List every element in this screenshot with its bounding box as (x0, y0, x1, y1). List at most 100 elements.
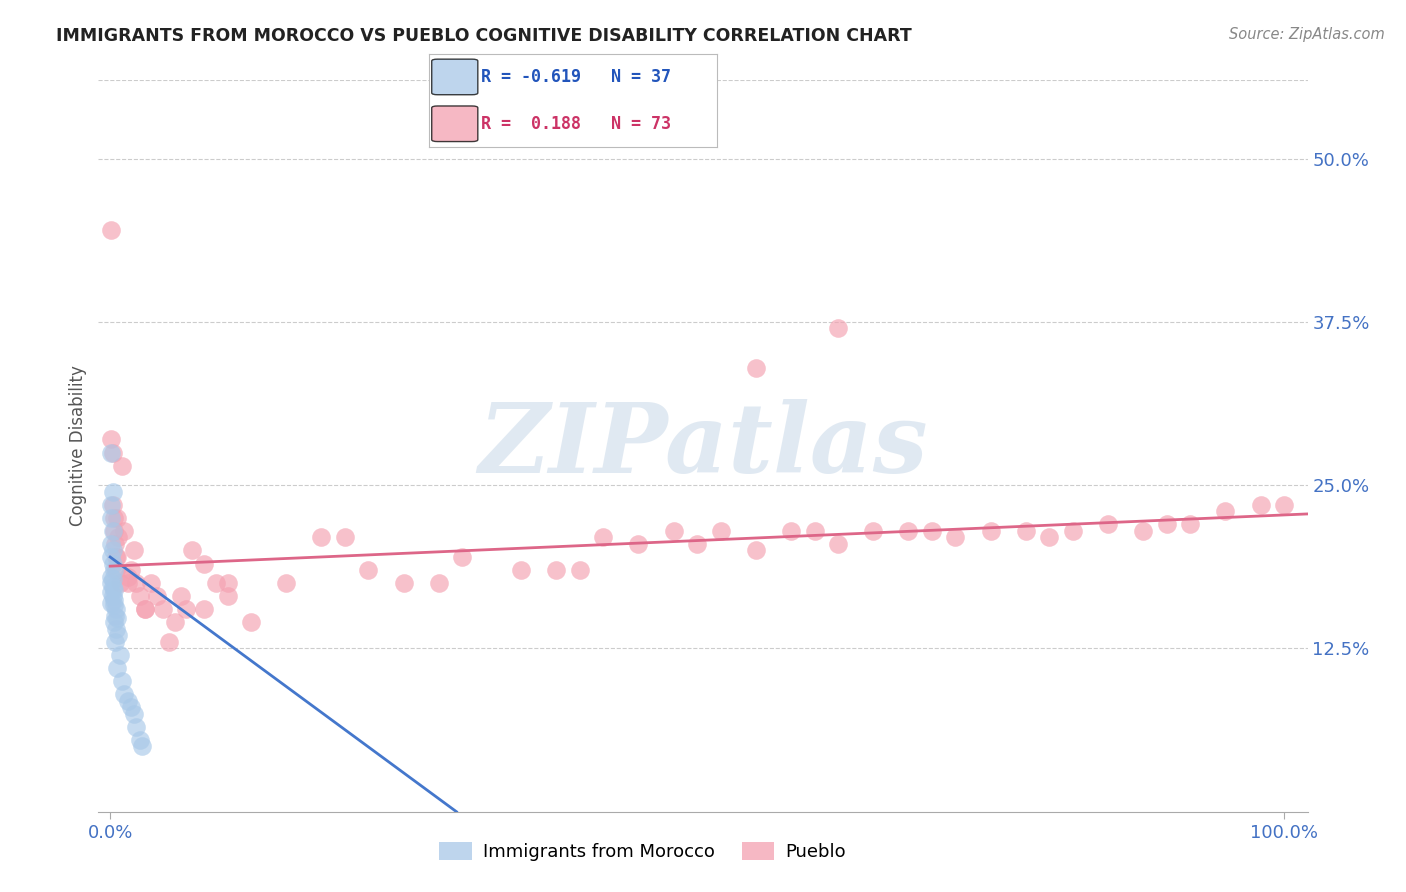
Point (112, 524, 135, 538)
Point (100, 433, 122, 447)
Point (101, 445, 124, 459)
Point (311, 530, 333, 544)
FancyBboxPatch shape (432, 59, 478, 95)
Point (101, 572, 124, 586)
Point (100, 569, 122, 583)
Point (105, 549, 128, 564)
Point (100, 576, 122, 591)
Point (105, 511, 128, 525)
Point (103, 582, 125, 597)
Point (780, 524, 803, 538)
Point (627, 537, 650, 551)
Text: IMMIGRANTS FROM MOROCCO VS PUEBLO COGNITIVE DISABILITY CORRELATION CHART: IMMIGRANTS FROM MOROCCO VS PUEBLO COGNIT… (56, 27, 912, 45)
Point (240, 615, 263, 630)
Point (1180, 517, 1202, 532)
Point (451, 549, 474, 564)
Point (1097, 517, 1119, 532)
Point (100, 585, 122, 599)
Point (100, 223, 122, 237)
Point (103, 599, 125, 613)
Point (921, 524, 943, 538)
Text: R = -0.619   N = 37: R = -0.619 N = 37 (481, 68, 671, 86)
Point (745, 543, 768, 558)
Point (105, 602, 128, 616)
Point (169, 589, 191, 603)
Point (120, 563, 142, 577)
Point (803, 524, 825, 538)
Point (100, 445, 122, 459)
Point (105, 622, 128, 636)
Text: R =  0.188   N = 73: R = 0.188 N = 73 (481, 115, 671, 133)
Point (510, 563, 533, 577)
Point (101, 524, 124, 538)
Point (128, 732, 150, 747)
Point (107, 628, 129, 642)
Point (333, 530, 356, 544)
Point (1132, 524, 1154, 538)
Point (276, 576, 298, 591)
Point (827, 537, 849, 551)
Point (134, 602, 156, 616)
Point (125, 576, 148, 591)
Point (100, 596, 122, 610)
Point (827, 321, 849, 335)
Point (101, 557, 124, 571)
Point (357, 563, 380, 577)
Point (193, 602, 215, 616)
Point (100, 511, 122, 525)
Point (105, 563, 128, 577)
Point (120, 700, 142, 714)
Point (117, 694, 139, 708)
Point (131, 739, 153, 754)
Point (101, 589, 124, 603)
Point (392, 576, 415, 591)
Point (100, 498, 122, 512)
Point (862, 524, 884, 538)
Point (686, 537, 709, 551)
Text: ZIPatlas: ZIPatlas (478, 399, 928, 493)
Point (427, 576, 450, 591)
Point (141, 576, 163, 591)
Point (103, 593, 125, 607)
Point (128, 589, 150, 603)
FancyBboxPatch shape (432, 106, 478, 142)
Point (104, 635, 127, 649)
Point (945, 530, 967, 544)
Point (122, 706, 145, 721)
Point (111, 458, 134, 473)
Point (105, 549, 128, 564)
Point (217, 589, 239, 603)
Point (103, 511, 125, 525)
Point (117, 569, 139, 583)
Point (100, 549, 122, 564)
Point (108, 648, 131, 662)
Point (181, 543, 204, 558)
Point (134, 602, 156, 616)
Point (146, 589, 169, 603)
Point (108, 576, 131, 591)
Point (745, 360, 768, 375)
Point (546, 563, 568, 577)
Point (125, 720, 148, 734)
Y-axis label: Cognitive Disability: Cognitive Disability (69, 366, 87, 526)
Point (112, 687, 135, 701)
Legend: Immigrants from Morocco, Pueblo: Immigrants from Morocco, Pueblo (432, 835, 853, 869)
Point (103, 524, 125, 538)
Point (176, 602, 198, 616)
Point (897, 524, 920, 538)
Point (122, 543, 145, 558)
Point (103, 563, 125, 577)
Point (101, 484, 124, 499)
Point (204, 576, 226, 591)
Point (1062, 524, 1084, 538)
Point (1250, 498, 1272, 512)
Point (104, 537, 127, 551)
Point (101, 543, 124, 558)
Point (710, 524, 733, 538)
Point (217, 576, 239, 591)
Point (104, 608, 127, 623)
Point (193, 557, 215, 571)
Point (105, 611, 128, 625)
Point (105, 661, 128, 675)
Point (117, 576, 139, 591)
